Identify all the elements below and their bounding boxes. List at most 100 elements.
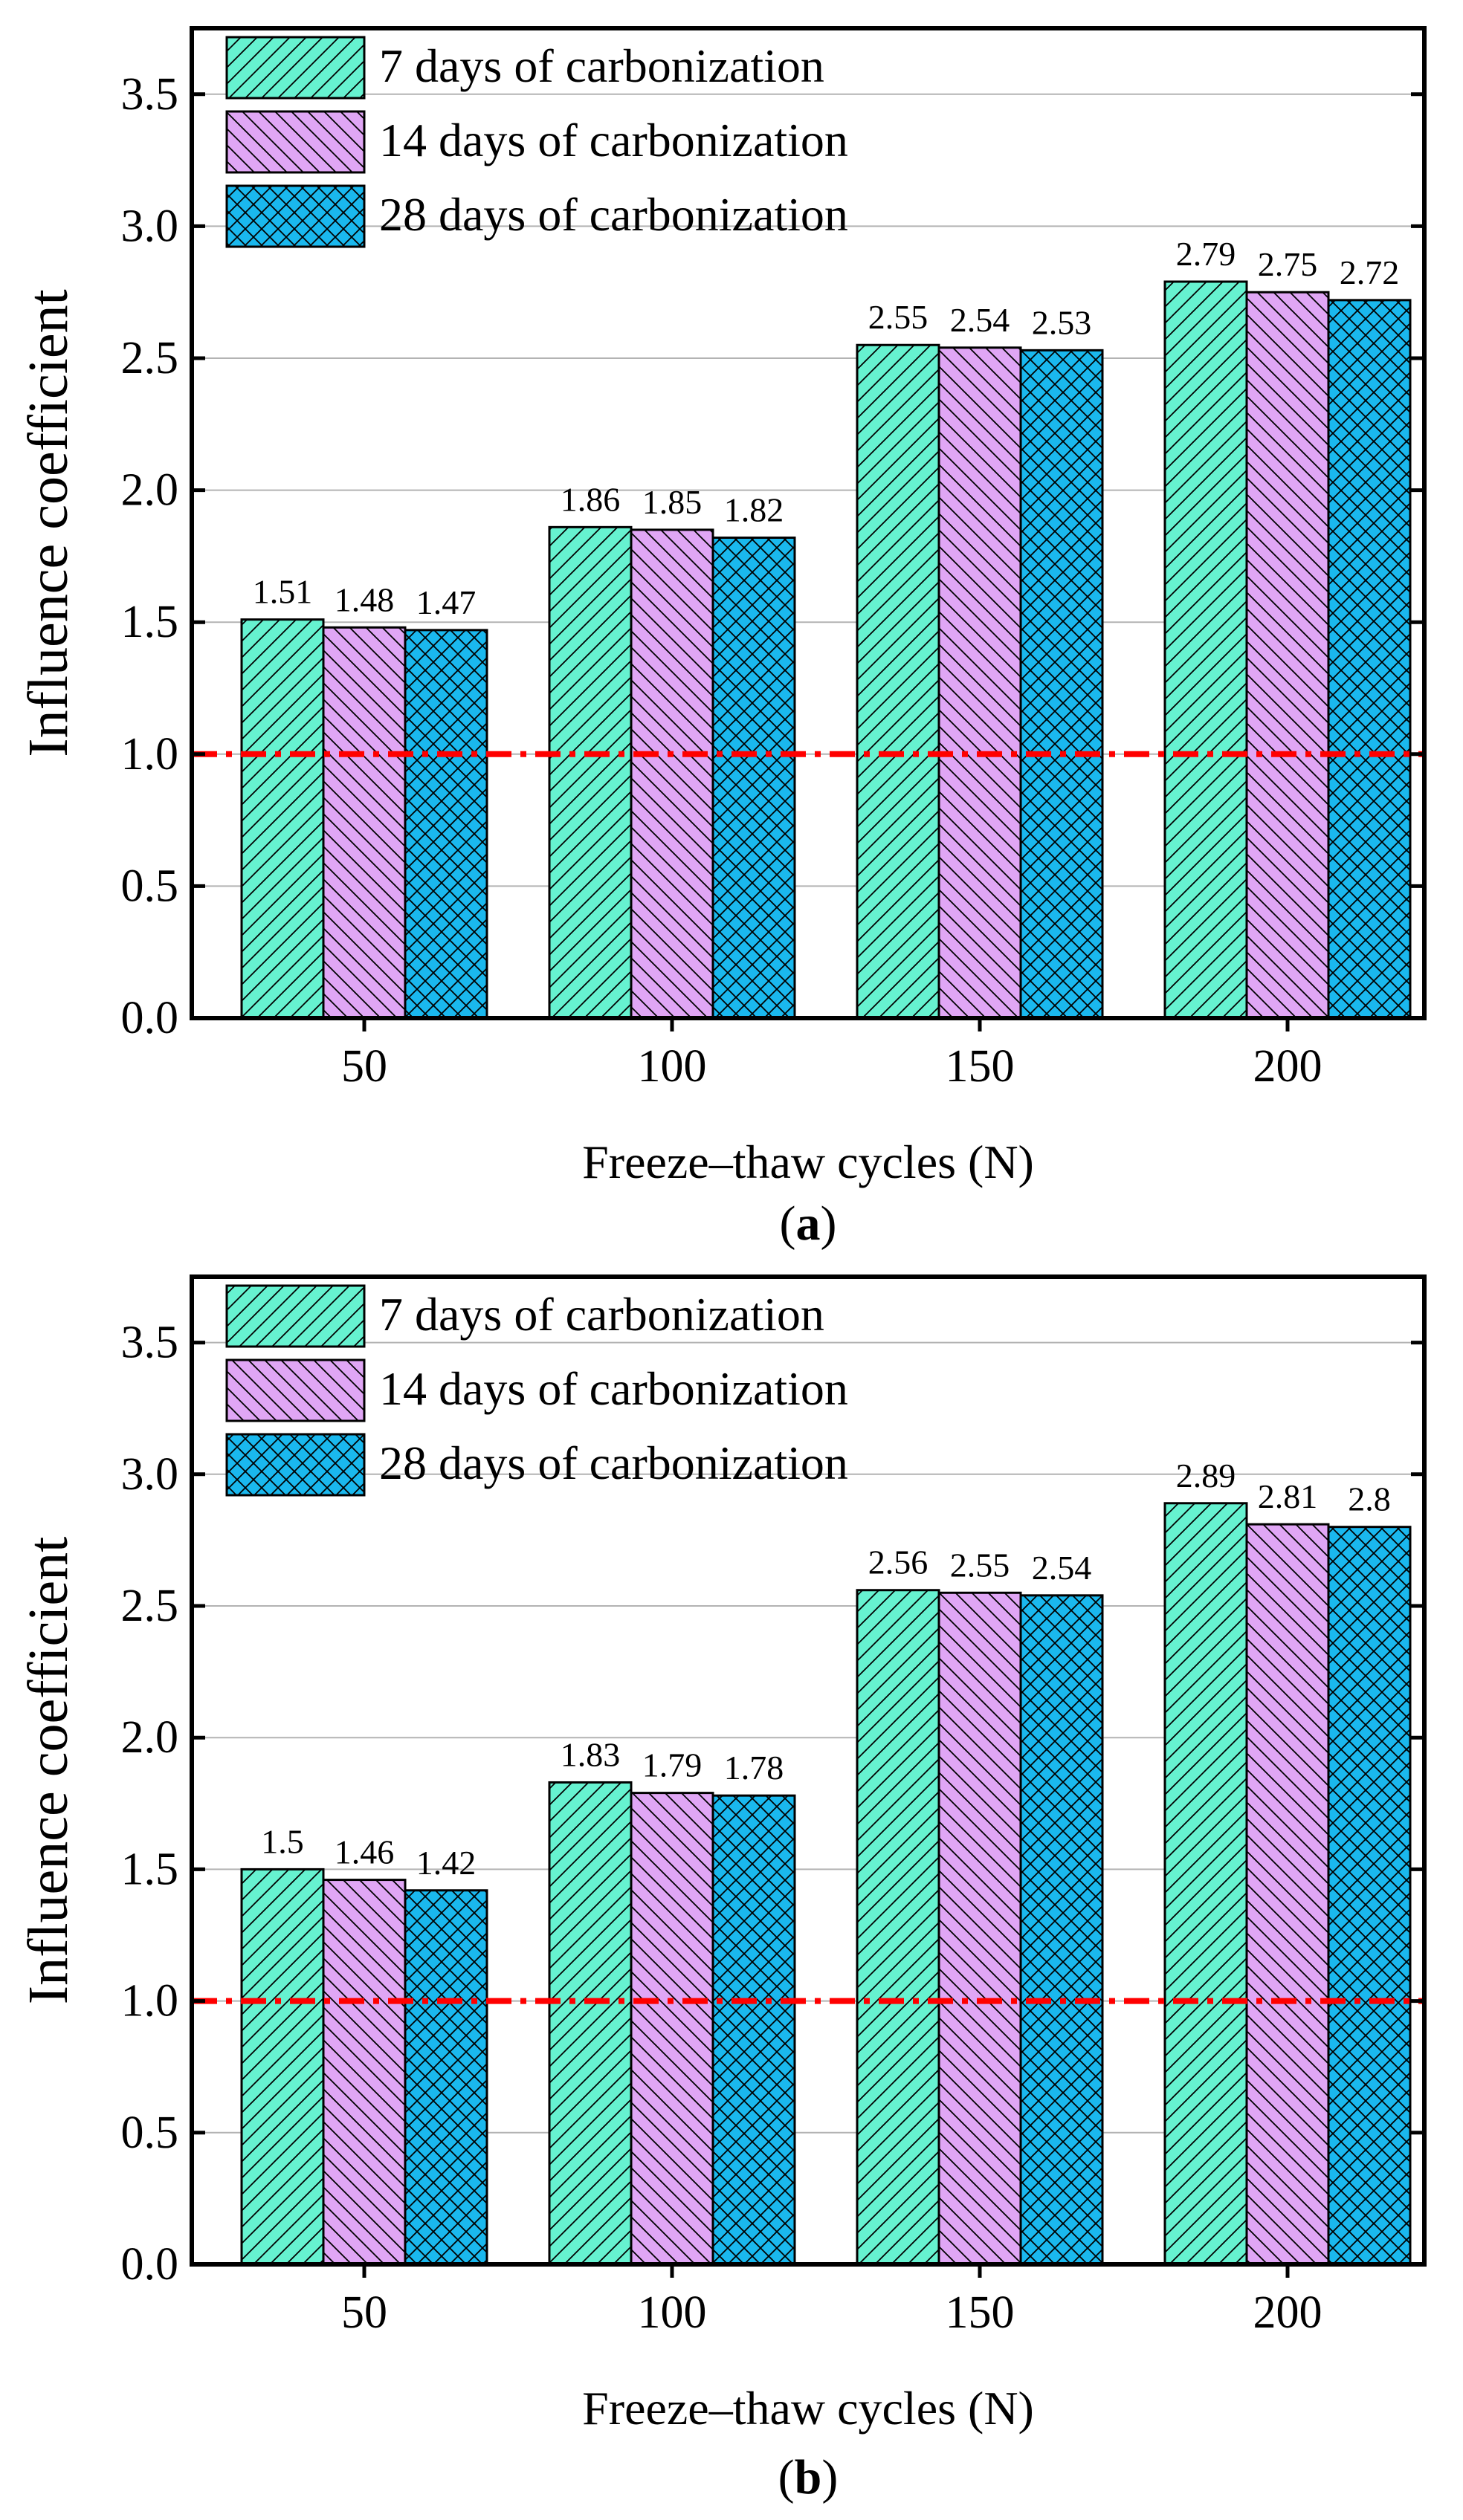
data-label-50-7-days-of-carbonization: 1.51 (253, 573, 313, 611)
bar-50-7-days-of-carbonization (240, 1868, 325, 2266)
legend-label-14-days-of-carbonization: 14 days of carbonization (379, 114, 848, 166)
x-axis-title: Freeze–thaw cycles (N) (582, 2382, 1034, 2435)
y-tick-label: 2.0 (121, 465, 179, 516)
x-tick-label-150: 150 (946, 2287, 1015, 2338)
y-tick-label: 1.0 (121, 1976, 179, 2027)
bar-150-7-days-of-carbonization (856, 1589, 940, 2266)
panel-a: 1.51 1.48 1.47 1.86 1.85 1.82 2.55 2.54 2.53 2.79… (17, 26, 1427, 1251)
data-label-50-28-days-of-carbonization: 1.47 (416, 583, 477, 621)
y-tick-label: 3.0 (121, 201, 179, 251)
data-label-200-7-days-of-carbonization: 2.79 (1176, 235, 1236, 273)
legend: 7 days of carbonization 14 days of carbon… (225, 36, 848, 248)
bar-50-14-days-of-carbonization (322, 1879, 407, 2266)
data-label-150-14-days-of-carbonization: 2.54 (950, 301, 1010, 339)
legend-swatch-7-days-of-carbonization (225, 1284, 366, 1348)
bar-150-7-days-of-carbonization (856, 343, 940, 1020)
data-labels: 1.5 1.46 1.42 1.83 1.79 1.78 2.56 2.55 2.54 2.89 2… (261, 1457, 1391, 1882)
panel-letter: a (796, 1196, 821, 1251)
bar-200-7-days-of-carbonization (1163, 1502, 1248, 2266)
bar-150-14-days-of-carbonization (937, 346, 1022, 1020)
bar-50-28-days-of-carbonization (404, 1889, 488, 2266)
y-tick-label: 0.0 (121, 2239, 179, 2290)
legend-label-28-days-of-carbonization: 28 days of carbonization (379, 1436, 848, 1489)
x-axis: 50 100 150 200 (341, 1018, 1322, 1092)
panel-b: 1.5 1.46 1.42 1.83 1.79 1.78 2.56 2.55 2.54 2.89 2… (17, 1274, 1427, 2504)
bars (240, 280, 1412, 1020)
data-label-100-28-days-of-carbonization: 1.82 (724, 491, 784, 529)
y-tick-label: 3.0 (121, 1449, 179, 1500)
x-tick-label-50: 50 (341, 2287, 387, 2338)
bar-150-28-days-of-carbonization (1019, 349, 1104, 1020)
data-label-100-7-days-of-carbonization: 1.86 (561, 480, 621, 518)
bar-200-28-days-of-carbonization (1327, 299, 1412, 1020)
y-tick-label: 1.5 (121, 1844, 179, 1894)
data-label-150-28-days-of-carbonization: 2.53 (1032, 303, 1092, 341)
x-tick-label-200: 200 (1253, 1041, 1322, 1092)
legend-label-28-days-of-carbonization: 28 days of carbonization (379, 188, 848, 241)
x-tick-label-100: 100 (638, 2287, 707, 2338)
bar-50-14-days-of-carbonization (322, 626, 407, 1020)
y-tick-label: 3.5 (121, 1318, 179, 1368)
data-label-50-7-days-of-carbonization: 1.5 (261, 1822, 304, 1860)
data-label-100-7-days-of-carbonization: 1.83 (561, 1735, 621, 1773)
legend-label-7-days-of-carbonization: 7 days of carbonization (379, 1288, 824, 1341)
y-tick-label: 2.5 (121, 1581, 179, 1631)
y-axis-title: Influence coefficient (17, 1537, 80, 2004)
data-label-150-14-days-of-carbonization: 2.55 (950, 1546, 1010, 1584)
legend-swatch-14-days-of-carbonization (225, 110, 366, 174)
legend-swatch-28-days-of-carbonization (225, 1433, 366, 1497)
y-axis: 0.0 0.5 1.0 1.5 2.0 2.5 3.0 3.5 (121, 69, 1424, 1043)
y-tick-label: 0.0 (121, 993, 179, 1043)
bar-200-7-days-of-carbonization (1163, 280, 1248, 1020)
legend-swatch-7-days-of-carbonization (225, 36, 366, 100)
bar-150-28-days-of-carbonization (1019, 1594, 1104, 2266)
bars (240, 1502, 1412, 2266)
panel-label: (a) (780, 1196, 837, 1251)
bar-100-14-days-of-carbonization (630, 528, 714, 1020)
data-label-50-14-days-of-carbonization: 1.48 (335, 580, 395, 618)
data-label-150-7-days-of-carbonization: 2.55 (868, 298, 928, 336)
data-label-200-7-days-of-carbonization: 2.89 (1176, 1457, 1236, 1494)
panel-label: (b) (778, 2450, 839, 2504)
data-label-50-28-days-of-carbonization: 1.42 (416, 1844, 477, 1882)
y-tick-label: 3.5 (121, 69, 179, 120)
x-axis-title: Freeze–thaw cycles (N) (582, 1136, 1034, 1188)
plot-frame (190, 1274, 1427, 2267)
bar-200-14-days-of-carbonization (1245, 1523, 1330, 2266)
x-tick-label-200: 200 (1253, 2287, 1322, 2338)
legend-label-7-days-of-carbonization: 7 days of carbonization (379, 39, 824, 92)
bar-50-28-days-of-carbonization (404, 629, 488, 1020)
data-label-150-28-days-of-carbonization: 2.54 (1032, 1549, 1092, 1587)
plot-frame (190, 26, 1427, 1020)
data-label-100-14-days-of-carbonization: 1.85 (642, 483, 703, 521)
x-tick-label-100: 100 (638, 1041, 707, 1092)
y-tick-label: 0.5 (121, 861, 179, 911)
bar-100-7-days-of-carbonization (548, 1781, 633, 2266)
legend-swatch-14-days-of-carbonization (225, 1358, 366, 1422)
bar-100-7-days-of-carbonization (548, 525, 633, 1020)
data-label-200-14-days-of-carbonization: 2.75 (1258, 245, 1318, 283)
legend-label-14-days-of-carbonization: 14 days of carbonization (379, 1362, 848, 1415)
data-label-100-14-days-of-carbonization: 1.79 (642, 1746, 703, 1784)
bar-200-28-days-of-carbonization (1327, 1526, 1412, 2266)
y-tick-label: 2.5 (121, 333, 179, 383)
bar-100-28-days-of-carbonization (711, 1794, 796, 2266)
x-tick-label-50: 50 (341, 1041, 387, 1092)
data-label-200-14-days-of-carbonization: 2.81 (1258, 1477, 1318, 1515)
y-tick-label: 1.5 (121, 597, 179, 647)
y-axis-title: Influence coefficient (17, 289, 80, 757)
bar-50-7-days-of-carbonization (240, 618, 325, 1020)
data-labels: 1.51 1.48 1.47 1.86 1.85 1.82 2.55 2.54 2.53 2.79… (253, 235, 1400, 621)
bar-200-14-days-of-carbonization (1245, 291, 1330, 1020)
legend: 7 days of carbonization 14 days of carbon… (225, 1284, 848, 1497)
bar-100-14-days-of-carbonization (630, 1792, 714, 2266)
data-label-200-28-days-of-carbonization: 2.72 (1340, 253, 1400, 291)
x-axis: 50 100 150 200 (341, 2264, 1322, 2338)
y-tick-label: 0.5 (121, 2108, 179, 2158)
data-label-150-7-days-of-carbonization: 2.56 (868, 1544, 928, 1581)
data-label-100-28-days-of-carbonization: 1.78 (724, 1749, 784, 1787)
x-tick-label-150: 150 (946, 1041, 1015, 1092)
legend-swatch-28-days-of-carbonization (225, 184, 366, 248)
y-tick-label: 1.0 (121, 729, 179, 780)
